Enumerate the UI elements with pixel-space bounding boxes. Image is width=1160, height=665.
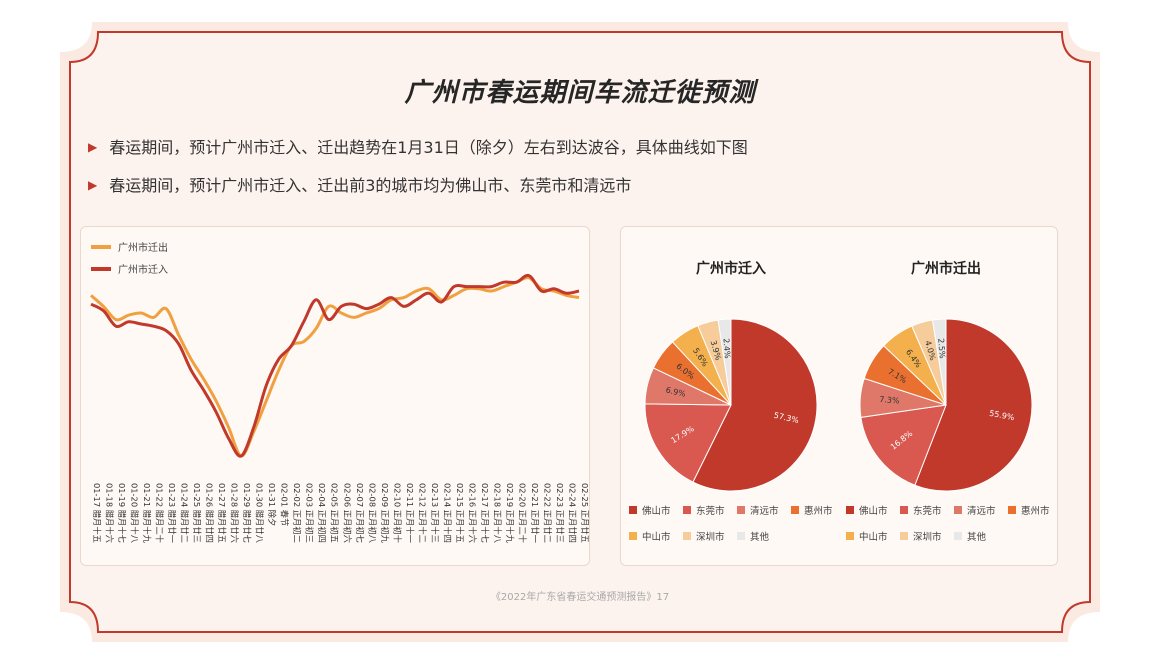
pie-slice [644,403,732,483]
pie-legend-swatch [737,506,745,514]
pie-legend-label: 佛山市 [642,505,671,517]
bullet-text: 春运期间，预计广州市迁入、迁出前3的城市均为佛山市、东莞市和清远市 [109,176,632,195]
x-tick-label: 02-16 正月十六 [467,483,477,543]
triangle-bullet-icon: ▶ [88,178,98,192]
x-tick-label: 01-19 腊月十七 [117,483,127,543]
x-tick-label: 01-23 腊月廿一 [167,483,177,543]
x-tick-label: 01-31 除夕 [267,483,277,526]
pie-legend-swatch [737,532,745,540]
pie-legend-swatch [846,506,854,514]
bullet-text: 春运期间，预计广州市迁入、迁出趋势在1月31日（除夕）左右到达波谷，具体曲线如下… [109,138,748,157]
pie-legend-swatch [900,506,908,514]
x-tick-label: 02-12 正月十二 [417,483,427,543]
pie-slice [860,404,947,486]
pie-legend-label: 清远市 [750,505,779,517]
triangle-bullet-icon: ▶ [88,140,98,154]
pie-legend-swatch [954,506,962,514]
x-tick-label: 02-22 正月廿二 [543,483,553,543]
pie-slice-label: 2.5% [936,338,947,359]
x-tick-label: 02-06 正月初六 [342,483,352,543]
pie-chart-panel: 广州市迁入 57.3% 17.9% 6.9% 6.0% 5.6% 3.9% 2.4% 佛山市 东莞… [620,226,1058,566]
x-tick-label: 02-21 正月廿一 [530,483,540,543]
pie-slice-label: 2.4% [721,338,732,359]
pie-legend-swatch [1008,506,1016,514]
x-tick-label: 01-20 腊月十八 [130,483,140,544]
pie-slice [692,318,818,492]
x-tick-label: 02-07 正月初七 [355,483,365,543]
pie-legend-swatch [683,506,691,514]
x-tick-label: 02-14 正月十四 [442,483,452,543]
pie-legend-swatch [791,506,799,514]
source-footer: 《2022年广东省春运交通预测报告》17 [490,592,670,603]
x-tick-label: 02-18 正月十八 [492,483,502,544]
x-tick-label: 02-04 正月初四 [317,483,327,543]
pie-legend-label: 其他 [750,531,770,543]
pie-legend-label: 惠州市 [1021,505,1050,517]
x-tick-label: 02-11 正月十一 [405,483,415,543]
pie-legend-swatch [954,532,962,540]
pie-legend-label: 佛山市 [859,505,888,517]
series-line-1 [90,273,580,458]
legend-label: 广州市迁入 [118,263,168,276]
x-tick-label: 02-05 正月初五 [330,483,340,543]
x-tick-label: 02-17 正月十七 [480,483,490,543]
x-tick-label: 02-24 正月廿四 [568,483,578,543]
pie-legend-label: 中山市 [859,531,888,543]
pie-title: 广州市迁入 [696,260,766,277]
bullet-item: ▶ 春运期间，预计广州市迁入、迁出前3的城市均为佛山市、东莞市和清远市 [88,172,631,196]
x-tick-label: 02-20 正月二十 [517,483,527,543]
pie-legend-label: 东莞市 [696,505,725,517]
pie-legend-label: 东莞市 [913,505,942,517]
x-tick-label: 02-08 正月初八 [367,483,377,544]
pie-legend-label: 中山市 [642,531,671,543]
x-tick-label: 01-24 腊月廿二 [180,483,190,543]
x-tick-label: 01-27 腊月廿五 [217,483,227,543]
pie-slice [914,318,1033,492]
x-tick-label: 01-18 腊月十六 [105,483,115,543]
x-tick-label: 01-25 腊月廿三 [192,483,202,543]
pie-legend-swatch [629,532,637,540]
pie-legend-label: 惠州市 [804,505,833,517]
x-tick-label: 02-03 正月初三 [305,483,315,543]
pie-legend-swatch [683,532,691,540]
x-tick-label: 01-28 腊月廿六 [230,483,240,543]
bullet-item: ▶ 春运期间，预计广州市迁入、迁出趋势在1月31日（除夕）左右到达波谷，具体曲线如… [88,134,748,158]
x-tick-label: 01-21 腊月十九 [142,483,152,544]
x-tick-label: 02-23 正月廿三 [555,483,565,543]
x-tick-label: 02-25 正月廿五 [580,483,589,543]
legend-label: 广州市迁出 [118,241,168,254]
line-chart-panel: 广州市迁出广州市迁入 01-17 腊月十五 01-18 腊月十六 01-19 腊月十七… [80,226,590,566]
x-tick-label: 02-15 正月十五 [455,483,465,543]
pie-legend-label: 深圳市 [913,531,942,543]
x-tick-label: 01-26 腊月廿四 [205,483,215,543]
x-tick-label: 01-29 腊月廿七 [242,483,252,543]
x-tick-label: 01-17 腊月十五 [92,483,102,543]
page-title: 广州市春运期间车流迁徙预测 [404,78,756,108]
x-tick-label: 02-13 正月十三 [430,483,440,543]
pie-legend-swatch [846,532,854,540]
pie-slice [931,318,947,406]
pie-legend-swatch [900,532,908,540]
x-tick-label: 02-02 正月初二 [292,483,302,543]
x-tick-label: 02-19 正月十九 [505,483,515,544]
x-tick-label: 01-22 腊月二十 [155,483,165,543]
x-tick-label: 02-10 正月初十 [392,483,402,543]
x-tick-label: 02-01 春节 [280,483,290,526]
x-tick-label: 01-30 腊月廿八 [255,483,265,544]
pie-legend-label: 深圳市 [696,531,725,543]
x-tick-label: 02-09 正月初九 [380,483,390,544]
series-line-0 [90,276,580,458]
pie-legend-label: 清远市 [967,505,996,517]
pie-slice [717,318,732,406]
pie-legend-label: 其他 [967,531,987,543]
pie-title: 广州市迁出 [911,260,981,277]
pie-legend-swatch [629,506,637,514]
pie-slice-label: 7.3% [879,395,900,406]
